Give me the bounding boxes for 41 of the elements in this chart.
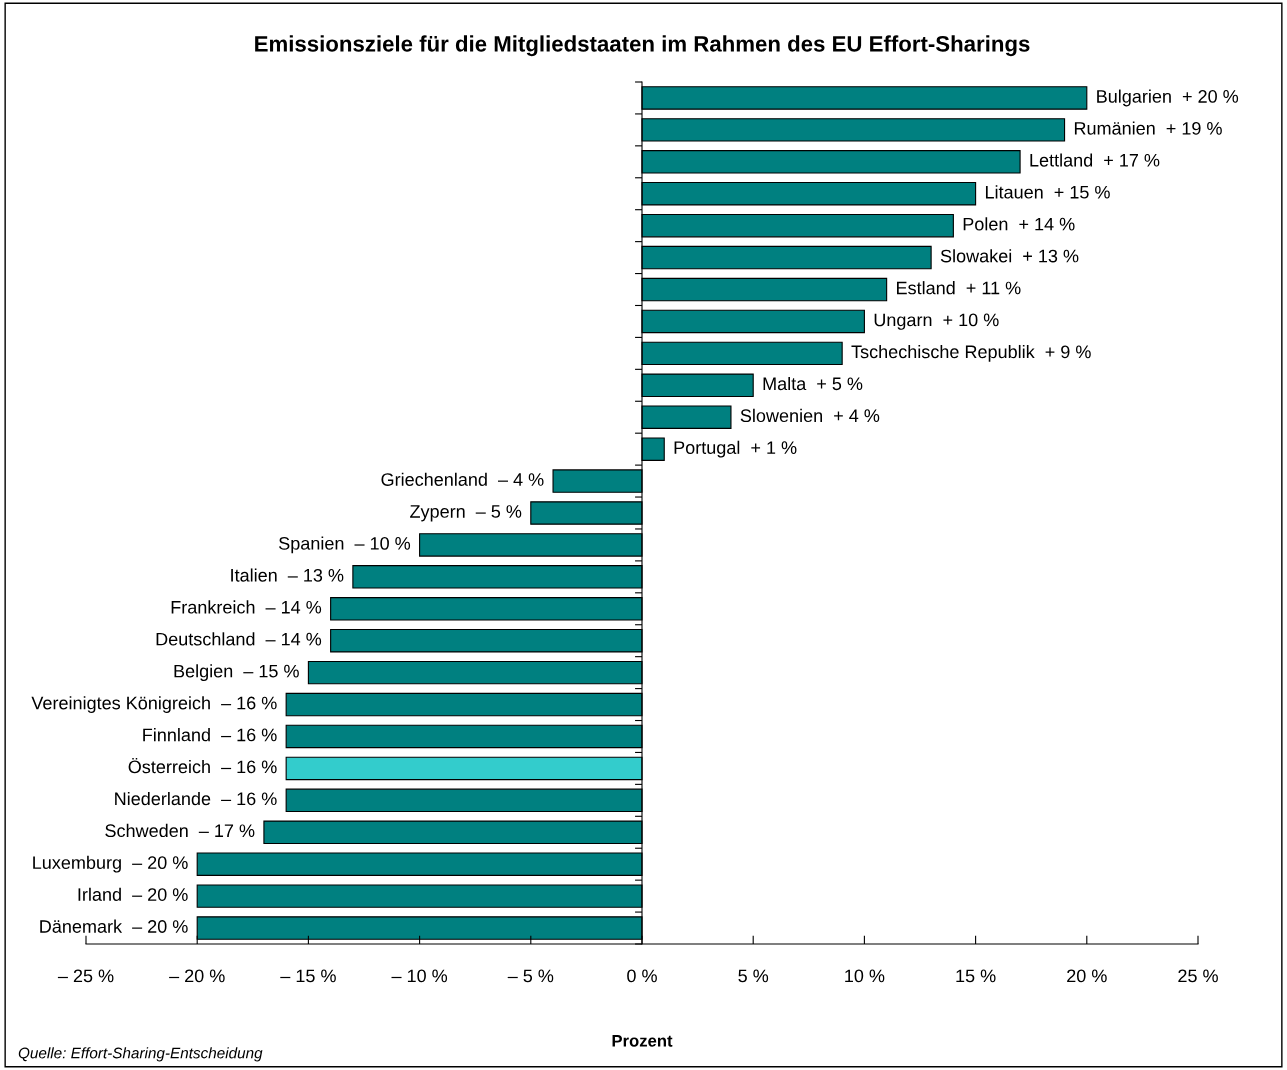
- category-label: Portugal + 1 %: [674, 440, 797, 458]
- x-tick-label: – 15 %: [280, 969, 336, 983]
- category-label: Litauen + 15 %: [985, 185, 1110, 199]
- x-tick-label: 20 %: [1067, 969, 1107, 983]
- category-label: Irland – 20 %: [78, 887, 188, 901]
- x-tick-label: 5 %: [738, 969, 769, 983]
- category-label: Frankreich – 14 %: [171, 600, 322, 614]
- category-label: Slowakei + 13 %: [940, 249, 1079, 263]
- category-label: Slowenien + 4 %: [740, 408, 880, 423]
- x-tick-label: 0 %: [627, 969, 657, 983]
- category-label: Schweden – 17 %: [105, 823, 255, 838]
- category-label: Luxemburg – 20 %: [33, 855, 188, 873]
- category-label: Niederlande – 16 %: [115, 791, 277, 806]
- category-label: Italien – 13 %: [231, 568, 344, 582]
- category-label: Zypern – 5 %: [410, 505, 522, 522]
- category-label: Belgien – 15 %: [174, 664, 299, 682]
- category-label: Estland + 11 %: [897, 281, 1021, 295]
- source-note: Quelle: Effort-Sharing-Entscheidung: [18, 1047, 263, 1062]
- category-label: Deutschland – 14 %: [156, 632, 322, 646]
- x-tick-label: 10 %: [845, 969, 885, 983]
- x-tick-label: – 5 %: [507, 969, 554, 983]
- category-label: Vereinigtes Königreich – 16 %: [31, 696, 277, 713]
- x-tick-label: 25 %: [1178, 969, 1218, 983]
- category-label: Malta + 5 %: [763, 376, 863, 391]
- category-label: Ungarn + 10 %: [874, 313, 999, 330]
- category-label: Polen + 14 %: [963, 217, 1075, 231]
- category-label: Griechenland – 4 %: [381, 472, 544, 486]
- category-label: Österreich – 16 %: [128, 757, 277, 774]
- category-label: Finnland – 16 %: [143, 728, 277, 742]
- x-tick-label: – 20 %: [169, 969, 225, 983]
- chart-title: Emissionsziele für die Mitgliedstaaten im Rahmen des EU Effort-Sharings: [255, 35, 1030, 57]
- x-tick-label: – 25 %: [57, 969, 114, 983]
- category-label: Tschechische Republik + 9 %: [851, 344, 1091, 362]
- x-tick-label: – 10 %: [391, 969, 448, 983]
- x-tick-label: 15 %: [956, 969, 996, 983]
- x-axis-title: Prozent: [612, 1035, 673, 1047]
- category-label: Bulgarien + 20 %: [1097, 89, 1239, 107]
- category-label: Spanien – 10 %: [279, 536, 411, 554]
- category-label: Dänemark – 20 %: [40, 919, 188, 933]
- category-label: Lettland + 17 %: [1030, 153, 1160, 167]
- category-label: Rumänien + 19 %: [1074, 121, 1222, 135]
